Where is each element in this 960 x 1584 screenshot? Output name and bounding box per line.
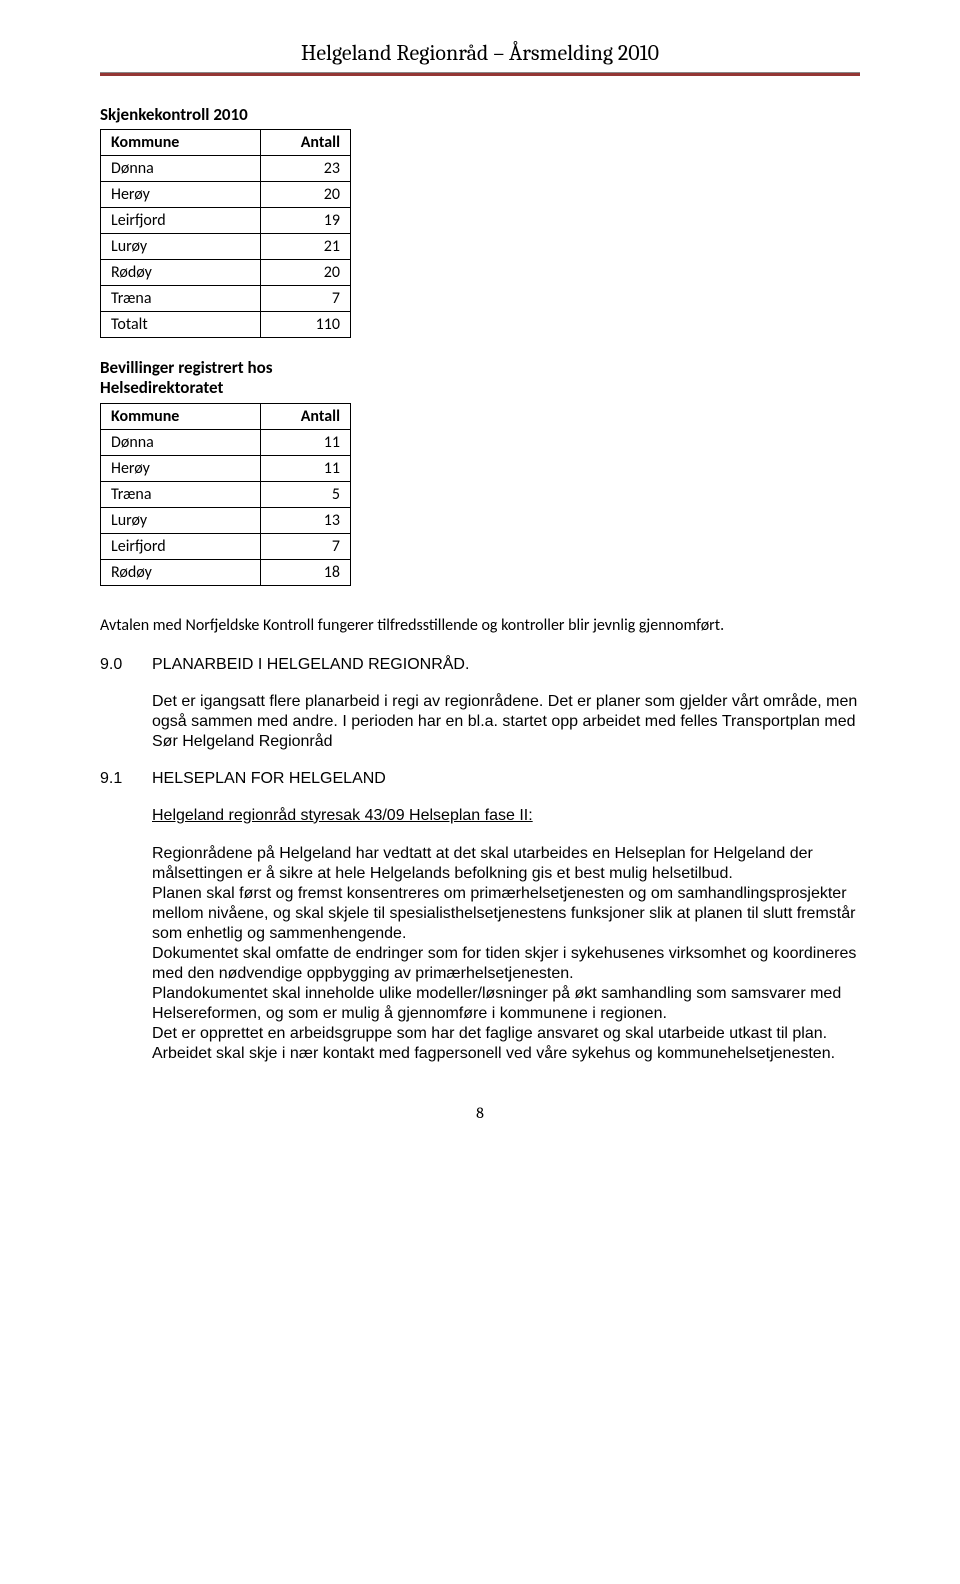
table2-title-line2: Helsedirektoratet	[100, 377, 223, 398]
table-header-row: Kommune Antall	[101, 130, 351, 156]
cell: 110	[261, 312, 351, 338]
paragraph-avtale: Avtalen med Norfjeldske Kontroll fungere…	[100, 616, 860, 636]
cell: Lurøy	[101, 507, 261, 533]
table-header-row: Kommune Antall	[101, 403, 351, 429]
cell: Dønna	[101, 156, 261, 182]
table-row: Lurøy13	[101, 507, 351, 533]
page-header: Helgeland Regionråd – Årsmelding 2010	[100, 40, 860, 66]
cell: 5	[261, 481, 351, 507]
cell: Lurøy	[101, 234, 261, 260]
section-number: 9.1	[100, 770, 152, 788]
table2-title-line1: Bevillinger registrert hos	[100, 357, 273, 378]
cell: 13	[261, 507, 351, 533]
table-row: Leirfjord7	[101, 533, 351, 559]
cell: Træna	[101, 481, 261, 507]
section-9-0-body: Det er igangsatt flere planarbeid i regi…	[152, 692, 860, 752]
section-title: HELSEPLAN FOR HELGELAND	[152, 770, 386, 787]
cell: 21	[261, 234, 351, 260]
cell: Dønna	[101, 429, 261, 455]
cell: Totalt	[101, 312, 261, 338]
table-row: Herøy11	[101, 455, 351, 481]
section-title: PLANARBEID I HELGELAND REGIONRÅD.	[152, 656, 469, 673]
cell: Rødøy	[101, 260, 261, 286]
table-row: Rødøy18	[101, 559, 351, 585]
cell: 20	[261, 260, 351, 286]
cell: 23	[261, 156, 351, 182]
table-row: Lurøy21	[101, 234, 351, 260]
cell: 18	[261, 559, 351, 585]
cell: Rødøy	[101, 559, 261, 585]
table1-title: Skjenkekontroll 2010	[100, 104, 860, 125]
col-antall: Antall	[261, 130, 351, 156]
section-9-1-body: Regionrådene på Helgeland har vedtatt at…	[152, 844, 860, 1064]
table2-title: Bevillinger registrert hos Helsedirektor…	[100, 358, 860, 399]
table-skjenkekontroll: Kommune Antall Dønna23 Herøy20 Leirfjord…	[100, 129, 351, 338]
col-kommune: Kommune	[101, 403, 261, 429]
cell: Træna	[101, 286, 261, 312]
cell: 11	[261, 429, 351, 455]
cell: Leirfjord	[101, 208, 261, 234]
section-9-0-heading: 9.0PLANARBEID I HELGELAND REGIONRÅD.	[100, 656, 860, 674]
table-row: Træna5	[101, 481, 351, 507]
table-row: Herøy20	[101, 182, 351, 208]
col-kommune: Kommune	[101, 130, 261, 156]
table-row: Totalt110	[101, 312, 351, 338]
cell: 19	[261, 208, 351, 234]
table-row: Leirfjord19	[101, 208, 351, 234]
table-row: Dønna11	[101, 429, 351, 455]
page-number: 8	[100, 1104, 860, 1122]
cell: 7	[261, 286, 351, 312]
cell: Herøy	[101, 182, 261, 208]
table-row: Dønna23	[101, 156, 351, 182]
cell: 11	[261, 455, 351, 481]
document-page: Helgeland Regionråd – Årsmelding 2010 Sk…	[0, 0, 960, 1152]
cell: Herøy	[101, 455, 261, 481]
table-row: Træna7	[101, 286, 351, 312]
section-9-1-heading: 9.1HELSEPLAN FOR HELGELAND	[100, 770, 860, 788]
section-9-1-link: Helgeland regionråd styresak 43/09 Helse…	[152, 806, 860, 826]
table-bevillinger: Kommune Antall Dønna11 Herøy11 Træna5 Lu…	[100, 403, 351, 586]
cell: 20	[261, 182, 351, 208]
cell: Leirfjord	[101, 533, 261, 559]
section-number: 9.0	[100, 656, 152, 674]
col-antall: Antall	[261, 403, 351, 429]
cell: 7	[261, 533, 351, 559]
table-row: Rødøy20	[101, 260, 351, 286]
